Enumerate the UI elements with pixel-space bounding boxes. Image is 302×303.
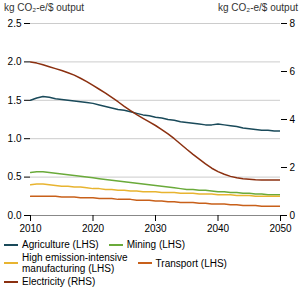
svg-text:0.5: 0.5 xyxy=(8,171,22,182)
svg-text:0: 0 xyxy=(290,210,296,221)
html-text:kg CO₂-e/$ output: kg CO₂-e/$ output xyxy=(218,2,298,13)
svg-text:2050: 2050 xyxy=(269,223,292,234)
svg-text:2: 2 xyxy=(290,162,296,173)
svg-text:1.0: 1.0 xyxy=(8,133,22,144)
html-text:kg CO₂-e/$ output: kg CO₂-e/$ output xyxy=(4,2,84,13)
svg-text:8: 8 xyxy=(290,18,296,29)
svg-text:2.5: 2.5 xyxy=(8,18,22,29)
svg-text:2020: 2020 xyxy=(82,223,105,234)
svg-text:6: 6 xyxy=(290,66,296,77)
svg-text:2040: 2040 xyxy=(207,223,230,234)
svg-text:2030: 2030 xyxy=(144,223,167,234)
svg-text:4: 4 xyxy=(290,114,296,125)
svg-text:2.0: 2.0 xyxy=(8,56,22,67)
html-text:Mining (LHS): Mining (LHS) xyxy=(126,239,186,250)
html-text:Electricity (RHS): Electricity (RHS) xyxy=(22,276,96,287)
html-text:Transport (LHS): Transport (LHS) xyxy=(155,257,227,269)
svg-text:0.0: 0.0 xyxy=(8,210,22,221)
html-text:Agriculture (LHS): Agriculture (LHS) xyxy=(22,239,99,250)
svg-text:1.5: 1.5 xyxy=(8,95,22,106)
html-text:High emission-intensive manufa: High emission-intensive manufacturing (L… xyxy=(22,252,128,274)
svg-text:2010: 2010 xyxy=(19,223,42,234)
